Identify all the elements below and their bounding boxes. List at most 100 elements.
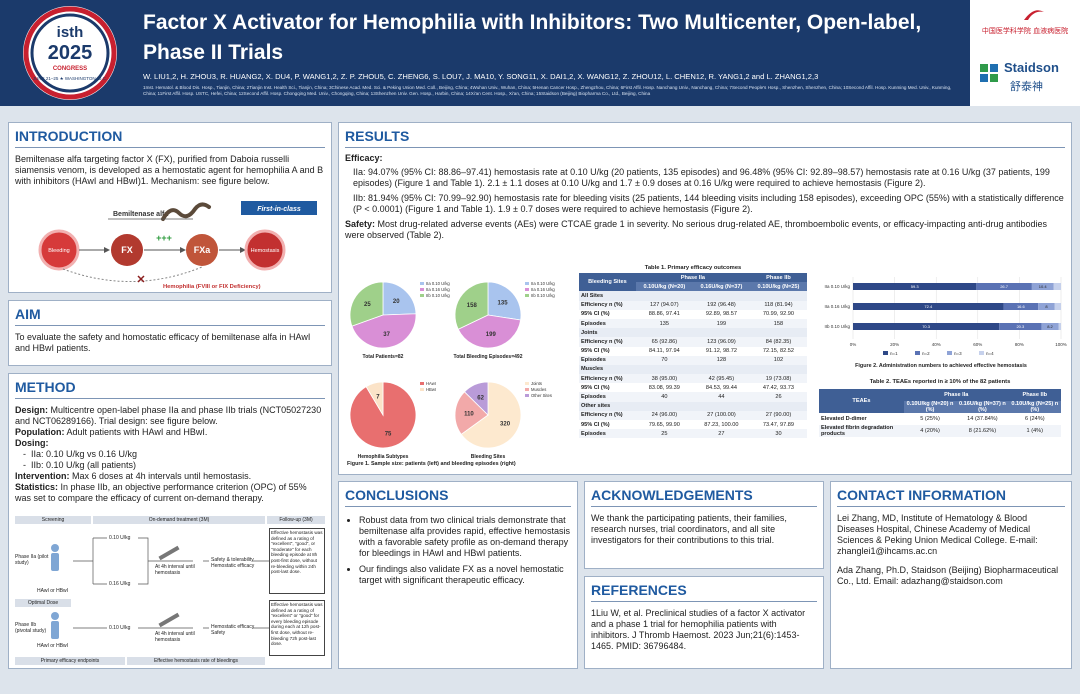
x-tick-label: 80% <box>1015 342 1024 347</box>
header-cell: 0.10U/kg (N=20) <box>635 282 693 292</box>
table-row: Episodes 25 27 30 <box>579 429 807 439</box>
pie-slice <box>349 281 384 327</box>
conclusions-text: Robust data from two clinical trials dem… <box>345 513 571 591</box>
phase-bar: Screening <box>15 516 91 524</box>
table-cell: 84 (82.35) <box>749 337 807 347</box>
legend-label: Muscles <box>531 387 546 392</box>
header-cell: 0.16U/kg (N=37) n (%) <box>956 401 1009 413</box>
legend-swatch <box>525 288 529 291</box>
separator <box>15 325 325 326</box>
legend-label: n=2 <box>922 351 930 356</box>
table-cell: 42 (95.45) <box>692 374 750 384</box>
slice-label: 62 <box>477 395 484 401</box>
legend-swatch <box>525 382 529 385</box>
header-row: 0.10U/kg (N=20) n (%) 0.16U/kg (N=37) n (… <box>819 401 1061 413</box>
definition-box: Effective hemostasis was defined as a ra… <box>269 528 325 594</box>
bar-segment <box>853 303 1004 310</box>
slice-label: 199 <box>486 332 497 338</box>
endpoint: Primary efficacy endpoints <box>15 657 125 665</box>
category-label: IIb 0.10 U/kg <box>824 324 850 329</box>
outcome: Hemostatic efficacy Safety <box>211 624 255 636</box>
table-cell: 84.53, 99.44 <box>705 384 737 391</box>
authors: W. LIU1,2, H. ZHOU3, R. HUANG2, X. DU4, … <box>143 72 819 81</box>
dose: 0.10 U/kg <box>109 535 131 541</box>
legend-label: n=1 <box>890 351 898 356</box>
header-row: TEAEs Phase IIa Phase IIb <box>819 389 1061 413</box>
table-cell: 19 (73.08) <box>749 374 807 384</box>
section-cell: Joints <box>579 328 807 338</box>
table-row: Efficiency n (%) 127 (94.07) 192 (96.48) 11… <box>579 300 807 310</box>
optimal-dose: Optimal Dose <box>15 599 71 607</box>
sponsor-logos: 中国医学科学院 血液病医院 Staidson 舒泰神 <box>970 0 1080 106</box>
pie-slice <box>382 281 417 316</box>
dosing-item: IIb: 0.10 U/kg (all patients) <box>31 460 325 471</box>
table-2-title: Table 2. TEAEs reported in ≥ 10% of the … <box>869 379 1011 385</box>
legend-swatch <box>420 388 424 391</box>
fxa: FXa <box>194 245 212 255</box>
legend-label: IIa 0.10 U/kg <box>426 281 450 286</box>
slice-label: 320 <box>500 422 511 428</box>
header-cell: Phase IIb <box>749 273 807 283</box>
separator <box>15 398 325 399</box>
slice-label: 135 <box>498 301 509 307</box>
table-cell: 95% CI (%) <box>581 384 610 391</box>
hospital-emblem <box>1024 10 1044 20</box>
table-cell: 127 (94.07) <box>635 300 693 310</box>
legend-label: HBwI <box>426 387 436 392</box>
table-cell: Episodes <box>579 392 636 402</box>
table-row: Episodes 70 128 102 <box>579 355 807 365</box>
bar-segment <box>1041 323 1059 330</box>
pie-slice <box>457 314 522 349</box>
method-panel: METHOD Design: Multicentre open-label ph… <box>8 373 332 669</box>
x-tick-label: 60% <box>973 342 982 347</box>
iia-result: IIa: 94.07% (95% CI: 88.86–97.41) hemost… <box>353 167 1050 188</box>
aim-panel: AIM To evaluate the safety and homostati… <box>8 300 332 366</box>
contact-text: Lei Zhang, MD, Institute of Hematology &… <box>837 513 1065 591</box>
bar-segment <box>1058 323 1061 330</box>
table-row: Elevated D-dimer 5 (25%) 14 (37.84%) 6 (24%… <box>819 413 1061 425</box>
table-1-title: Table 1. Primary efficacy outcomes <box>644 265 742 271</box>
bar-segment <box>1003 303 1039 310</box>
table-row: Other sites <box>579 401 807 411</box>
table-cell: Elevated D-dimer <box>821 416 867 422</box>
heading: AIM <box>15 306 41 322</box>
heading: CONTACT INFORMATION <box>837 487 1007 503</box>
legend-label: IIa 0.16 U/kg <box>426 287 450 292</box>
conclusion: Robust data from two clinical trials dem… <box>359 515 571 559</box>
bar-segment <box>999 323 1042 330</box>
slice-label: 75 <box>385 431 392 437</box>
legend-swatch <box>525 294 529 297</box>
results-panel: RESULTS Efficacy: IIa: 94.07% (95% CI: 8… <box>338 122 1072 475</box>
table-cell: 95% CI (%) <box>581 311 610 318</box>
slice-label: 110 <box>464 412 474 418</box>
endpoint-definition: Effective hemostasis rate of bleedings <box>127 657 265 665</box>
table-row: Efficiency n (%) 65 (92.86) 123 (96.09) 84 … <box>579 337 807 347</box>
definition-box: Effective hemostasis was defined as a ra… <box>269 600 325 656</box>
separator <box>345 506 571 507</box>
fx: FX <box>121 245 133 255</box>
table-cell: 38 (95.00) <box>635 374 693 384</box>
logo-congress: CONGRESS <box>53 66 87 72</box>
x-tick-label: 0% <box>850 342 857 347</box>
aim-text: To evaluate the safety and homostatic ef… <box>15 332 311 353</box>
label: Efficacy: <box>345 153 383 163</box>
title: Factor X Activator for Hemophilia with I… <box>143 11 922 64</box>
pie-slice <box>351 313 417 349</box>
figure-caption: Figure 1. Sample size: patients (left) a… <box>347 461 516 467</box>
legend-swatch <box>979 351 984 355</box>
table-cell: Efficiency n (%) <box>579 300 636 310</box>
segment-label: 59.3 <box>911 284 920 289</box>
introduction-panel: INTRODUCTION Bemiltenase alfa targeting … <box>8 122 332 293</box>
hemophilia-caption: Hemophilia (FVIII or FIX Deficiency) <box>163 284 261 290</box>
slice-label: 20 <box>393 299 400 305</box>
acknowledgements-text: We thank the participating patients, the… <box>591 513 787 545</box>
block-mark: ✕ <box>136 274 145 286</box>
design: Multicentre open-label phase IIa and pha… <box>15 405 322 426</box>
staidson-emblem <box>980 64 998 82</box>
slice-label: 25 <box>364 302 371 308</box>
label: Dosing: <box>15 438 49 448</box>
mechanism-diagram: Bemiltenase alfa First-in-class Bleeding… <box>38 201 317 290</box>
acknowledgements-panel: ACKNOWLEDGEMENTS We thank the participat… <box>584 481 824 569</box>
legend-swatch <box>947 351 952 355</box>
table-cell: 1 (4%) <box>1008 425 1061 437</box>
